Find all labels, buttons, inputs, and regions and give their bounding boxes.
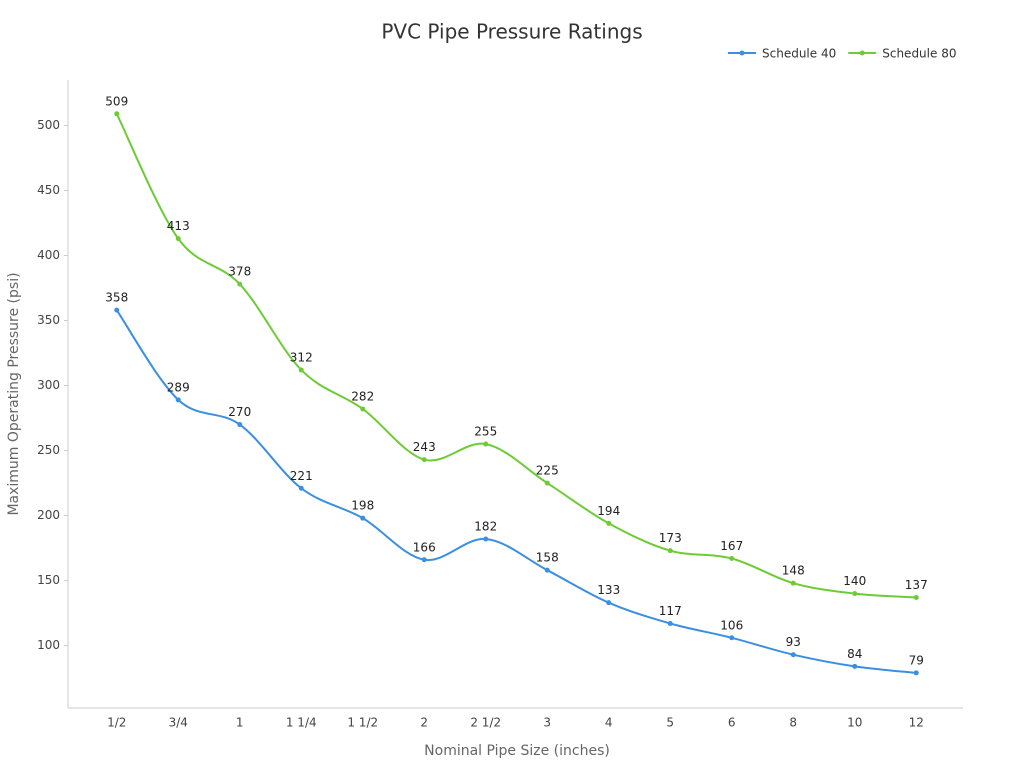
- x-tick-label: 3/4: [169, 716, 188, 730]
- y-tick-label: 250: [37, 443, 60, 457]
- y-tick-label: 300: [37, 378, 60, 392]
- data-label: 312: [290, 350, 313, 364]
- data-point: [729, 635, 735, 641]
- data-label: 289: [167, 380, 190, 394]
- x-tick-label: 12: [909, 716, 924, 730]
- data-point: [852, 591, 858, 597]
- data-label: 173: [659, 531, 682, 545]
- legend-marker: [859, 50, 865, 56]
- data-point: [913, 594, 919, 600]
- data-point: [175, 397, 181, 403]
- y-tick-label: 150: [37, 573, 60, 587]
- data-point: [852, 663, 858, 669]
- data-label: 166: [413, 540, 436, 554]
- data-point: [544, 480, 550, 486]
- x-tick-label: 1: [236, 716, 244, 730]
- data-label: 148: [782, 564, 805, 578]
- data-point: [298, 367, 304, 373]
- data-point: [544, 567, 550, 573]
- data-point: [175, 236, 181, 242]
- x-tick-label: 1 1/2: [347, 716, 378, 730]
- x-tick-label: 10: [847, 716, 862, 730]
- x-tick-label: 5: [666, 716, 674, 730]
- data-point: [606, 520, 612, 526]
- series-line: [115, 309, 917, 674]
- data-label: 270: [228, 405, 251, 419]
- data-point: [729, 555, 735, 561]
- x-axis-label: Nominal Pipe Size (inches): [424, 743, 610, 759]
- x-tick-label: 6: [728, 716, 736, 730]
- data-label: 282: [351, 389, 374, 403]
- data-point: [913, 670, 919, 676]
- x-tick-label: 4: [605, 716, 613, 730]
- data-label: 167: [720, 539, 743, 553]
- data-label: 243: [413, 440, 436, 454]
- data-label: 509: [105, 94, 128, 108]
- data-label: 93: [786, 635, 801, 649]
- data-label: 182: [474, 519, 497, 533]
- data-label: 198: [351, 499, 374, 513]
- data-label: 140: [843, 574, 866, 588]
- x-tick-label: 2: [420, 716, 428, 730]
- data-point: [667, 620, 673, 626]
- data-label: 106: [720, 618, 743, 632]
- legend-marker: [739, 50, 745, 56]
- data-label: 137: [905, 578, 928, 592]
- y-tick-label: 500: [37, 118, 60, 132]
- legend-label: Schedule 40: [762, 47, 836, 61]
- legend-label: Schedule 80: [882, 47, 956, 61]
- data-point: [421, 457, 427, 463]
- data-label: 133: [597, 583, 620, 597]
- data-point: [237, 422, 243, 428]
- data-point: [421, 557, 427, 563]
- data-label: 413: [167, 219, 190, 233]
- data-label: 358: [105, 291, 128, 305]
- data-label: 84: [847, 647, 862, 661]
- y-tick-label: 350: [37, 313, 60, 327]
- y-tick-label: 450: [37, 183, 60, 197]
- data-label: 225: [536, 464, 559, 478]
- data-point: [790, 580, 796, 586]
- data-label: 117: [659, 604, 682, 618]
- data-label: 194: [597, 504, 620, 518]
- data-label: 221: [290, 469, 313, 483]
- data-point: [237, 281, 243, 287]
- x-tick-label: 1 1/4: [286, 716, 317, 730]
- data-label: 158: [536, 551, 559, 565]
- data-point: [114, 307, 120, 313]
- chart-title: PVC Pipe Pressure Ratings: [381, 20, 642, 44]
- y-axis-label: Maximum Operating Pressure (psi): [6, 272, 22, 515]
- series-line: [115, 113, 917, 599]
- data-point: [360, 515, 366, 521]
- x-tick-label: 8: [789, 716, 797, 730]
- data-point: [606, 600, 612, 606]
- y-tick-label: 100: [37, 638, 60, 652]
- y-tick-label: 200: [37, 508, 60, 522]
- data-point: [114, 111, 120, 117]
- x-tick-label: 1/2: [107, 716, 126, 730]
- data-label: 255: [474, 425, 497, 439]
- data-point: [667, 548, 673, 554]
- x-tick-label: 3: [543, 716, 551, 730]
- data-point: [298, 485, 304, 491]
- data-point: [483, 441, 489, 447]
- y-tick-label: 400: [37, 248, 60, 262]
- data-label: 79: [909, 653, 924, 667]
- data-point: [790, 652, 796, 658]
- x-tick-label: 2 1/2: [470, 716, 501, 730]
- data-label: 378: [228, 265, 251, 279]
- data-point: [483, 536, 489, 542]
- data-point: [360, 406, 366, 412]
